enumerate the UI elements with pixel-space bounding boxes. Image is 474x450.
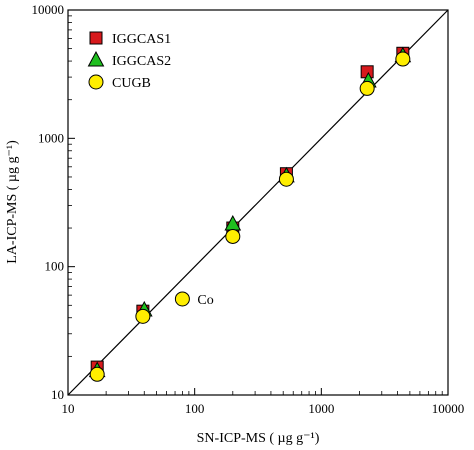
point-cugb: [174, 291, 190, 307]
x-tick-label: 10: [62, 401, 75, 416]
point-cugb: [135, 308, 151, 324]
points-layer: [88, 46, 412, 382]
legend: IGGCAS1 IGGCAS2 CUGB: [87, 31, 171, 91]
x-tick-label: 1000: [308, 401, 334, 416]
y-tick-label: 10: [51, 387, 64, 402]
point-cugb: [89, 366, 105, 382]
axes-layer: 10 100 1000 10000 10 100 1000 10000: [32, 2, 465, 416]
annotation-label: Co: [197, 293, 213, 308]
legend-label-cugb: CUGB: [112, 76, 151, 91]
legend-marker-iggcas1: [89, 31, 103, 45]
identity-line-layer: [67, 9, 449, 396]
annotation-layer: Co: [197, 293, 213, 308]
point-cugb: [359, 80, 375, 96]
point-cugb: [395, 51, 411, 67]
series-cugb: [89, 51, 411, 382]
y-tick-label: 1000: [38, 130, 64, 145]
legend-label-iggcas1: IGGCAS1: [112, 32, 171, 47]
legend-marker-iggcas2: [87, 50, 105, 67]
legend-marker-cugb: [88, 74, 104, 90]
x-tick-label: 10000: [432, 401, 465, 416]
x-axis-label: SN-ICP-MS ( µg g⁻¹): [197, 431, 320, 446]
x-tick-label: 100: [185, 401, 205, 416]
identity-line: [67, 9, 449, 396]
point-cugb: [225, 228, 241, 244]
legend-label-iggcas2: IGGCAS2: [112, 54, 171, 69]
plot-frame: [67, 9, 449, 396]
y-axis-label: LA-ICP-MS ( µg g⁻¹): [5, 140, 20, 264]
point-cugb: [278, 171, 294, 187]
y-tick-label: 10000: [32, 2, 65, 17]
y-tick-label: 100: [45, 259, 65, 274]
